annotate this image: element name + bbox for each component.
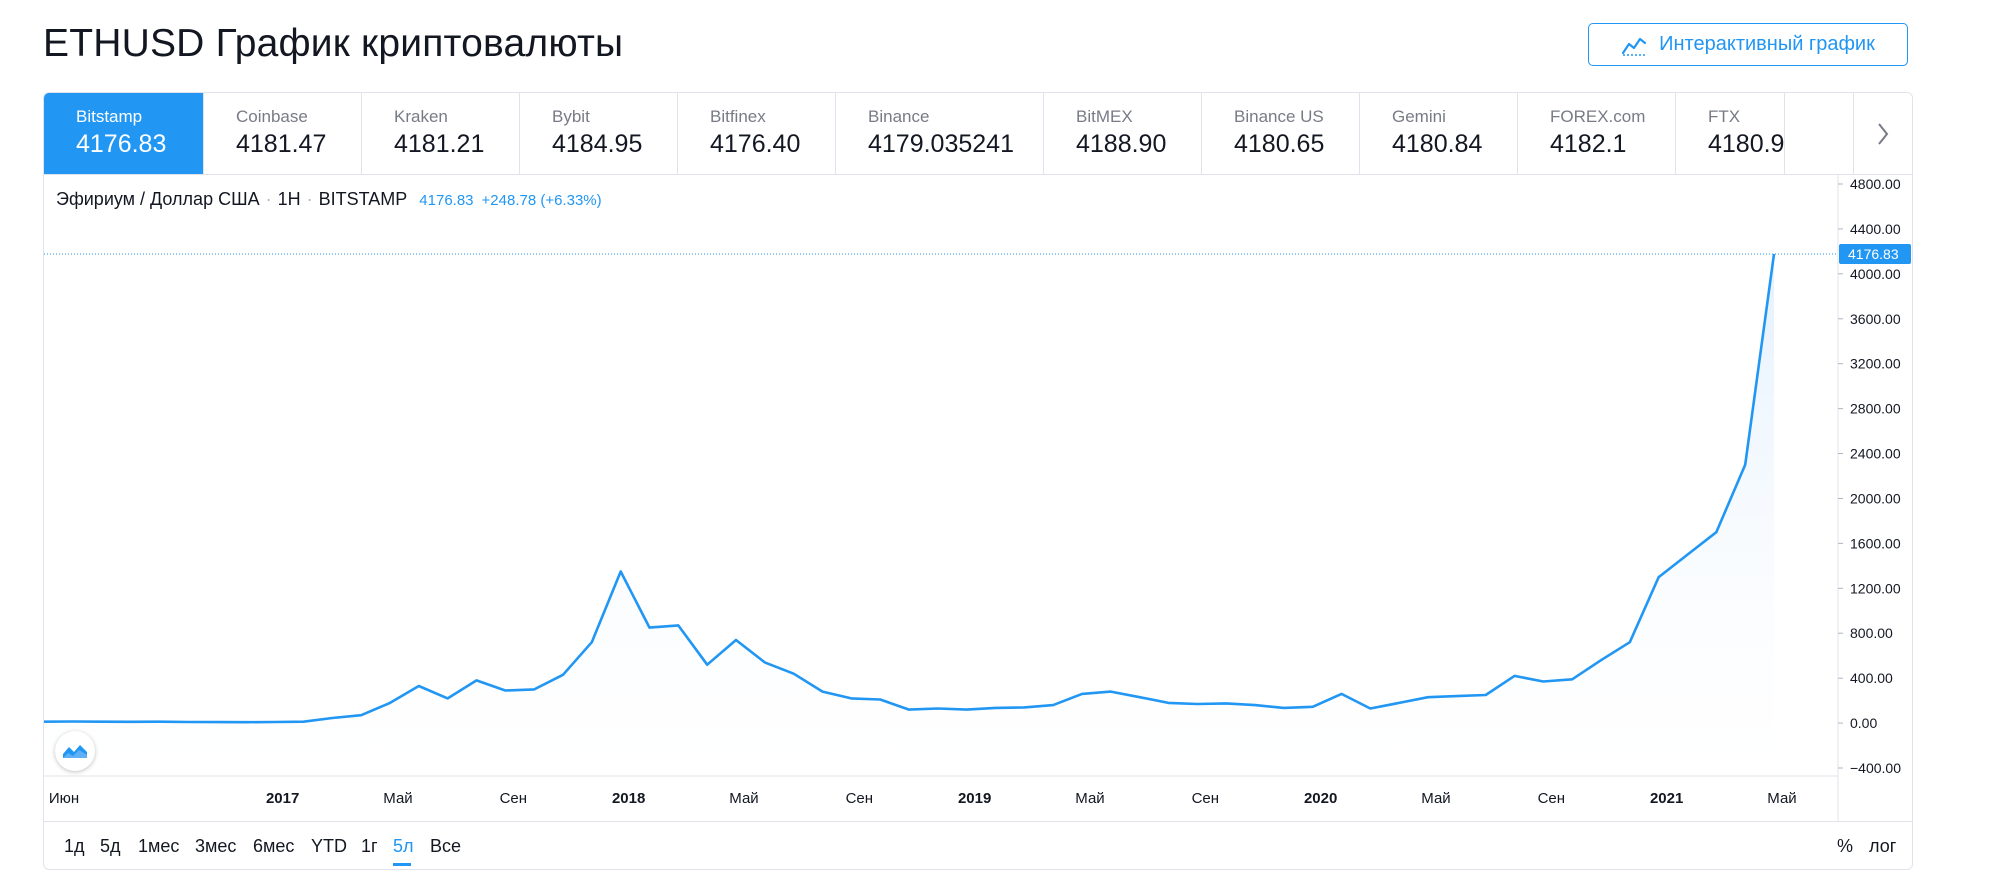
tradingview-logo-badge[interactable] xyxy=(55,731,95,771)
time-axis-label: 2018 xyxy=(612,790,645,807)
last-price-label: 4176.83 xyxy=(1848,246,1899,262)
legend-separator: · xyxy=(265,189,272,209)
price-axis-label: 2000.00 xyxy=(1850,490,1901,506)
price-axis-label: −400.00 xyxy=(1850,760,1901,776)
exchange-name: BitMEX xyxy=(1076,107,1133,126)
range-button-6[interactable]: 1г xyxy=(361,836,378,856)
exchange-name: Kraken xyxy=(394,107,448,126)
page-title: ETHUSD График криптовалюты xyxy=(43,22,624,65)
price-axis-label: 4800.00 xyxy=(1850,176,1901,192)
chevron-right-icon xyxy=(1878,122,1889,145)
percent-scale-toggle[interactable]: % xyxy=(1837,836,1854,856)
exchange-tab-ftx[interactable]: FTX 4180.9 xyxy=(1676,93,1785,174)
exchange-price: 4182.1 xyxy=(1550,130,1627,158)
interactive-chart-label: Интерактивный график xyxy=(1659,33,1875,55)
exchange-tab-kraken[interactable]: Kraken 4181.21 xyxy=(362,93,520,174)
exchange-name: Bitstamp xyxy=(76,107,143,126)
exchange-name: FOREX.com xyxy=(1550,107,1646,126)
time-axis-label: Июн xyxy=(49,790,79,807)
exchange-price: 4184.95 xyxy=(552,130,643,158)
exchange-tabs: Bitstamp 4176.83 Coinbase 4181.47 Kraken 4181… xyxy=(44,93,1912,175)
exchange-price: 4180.84 xyxy=(1392,130,1483,158)
time-axis-label: Сен xyxy=(846,790,873,807)
time-axis-label: 2017 xyxy=(266,790,299,807)
range-button-3[interactable]: 3мес xyxy=(195,836,237,856)
range-button-5[interactable]: YTD xyxy=(311,836,347,856)
legend-exchange: BITSTAMP xyxy=(318,189,408,209)
price-line[interactable] xyxy=(44,253,1776,724)
interactive-chart-button[interactable]: Интерактивный график xyxy=(1588,23,1908,66)
exchange-tab-bitstamp[interactable]: Bitstamp 4176.83 xyxy=(44,93,204,174)
price-axis-label: 3600.00 xyxy=(1850,311,1901,327)
legend-change: +248.78 (+6.33%) xyxy=(481,192,602,209)
time-axis-label: 2021 xyxy=(1650,790,1683,807)
range-button-4[interactable]: 6мес xyxy=(253,836,295,856)
exchange-name: FTX xyxy=(1708,107,1741,126)
exchange-price: 4180.65 xyxy=(1234,130,1325,158)
price-chart[interactable]: 4800.00 4400.00 4000.00 3600.00 3200.00 2800.… xyxy=(44,93,1913,821)
range-button-7[interactable]: 5л xyxy=(393,836,414,856)
exchange-price: 4181.47 xyxy=(236,130,327,158)
exchange-name: Bybit xyxy=(552,107,590,126)
exchange-price: 4180.9 xyxy=(1708,130,1785,158)
exchange-tab-forex-com[interactable]: FOREX.com 4182.1 xyxy=(1518,93,1676,174)
range-button-1[interactable]: 5д xyxy=(100,836,121,856)
price-axis-label: 2800.00 xyxy=(1850,401,1901,417)
time-axis-label: Сен xyxy=(500,790,527,807)
price-axis-label: 4400.00 xyxy=(1850,221,1901,237)
price-axis-label: 0.00 xyxy=(1850,715,1877,731)
price-axis-label: 1600.00 xyxy=(1850,535,1901,551)
range-button-0[interactable]: 1д xyxy=(64,836,85,856)
exchange-name: Gemini xyxy=(1392,107,1446,126)
time-axis-label: Сен xyxy=(1538,790,1565,807)
price-axis-label: 1200.00 xyxy=(1850,580,1901,596)
legend-price: 4176.83 xyxy=(419,192,474,209)
price-axis-label: 3200.00 xyxy=(1850,356,1901,372)
price-axis-label: 2400.00 xyxy=(1850,446,1901,462)
time-axis-label: Май xyxy=(729,790,758,807)
price-area-fill xyxy=(44,254,1774,768)
exchange-tab-coinbase[interactable]: Coinbase 4181.47 xyxy=(204,93,362,174)
time-axis-label: Сен xyxy=(1192,790,1219,807)
exchange-price: 4176.83 xyxy=(76,130,167,158)
legend-separator: · xyxy=(306,189,313,209)
chart-widget: Bitstamp 4176.83 Coinbase 4181.47 Kraken 4181… xyxy=(43,92,1913,870)
time-axis-label: 2019 xyxy=(958,790,991,807)
exchange-tab-binance-us[interactable]: Binance US 4180.65 xyxy=(1202,93,1360,174)
exchange-price: 4181.21 xyxy=(394,130,485,158)
time-axis-label: Май xyxy=(1767,790,1796,807)
range-button-2[interactable]: 1мес xyxy=(138,836,180,856)
chart-line-icon xyxy=(1622,37,1647,56)
price-axis-label: 400.00 xyxy=(1850,670,1893,686)
exchange-price: 4188.90 xyxy=(1076,130,1167,158)
time-axis-label: Май xyxy=(383,790,412,807)
range-button-8[interactable]: Все xyxy=(430,836,462,856)
time-axis-label: Май xyxy=(1075,790,1104,807)
price-axis-label: 4000.00 xyxy=(1850,266,1901,282)
chart-legend: Эфириум / Доллар США · 1Н · BITSTAMP 417… xyxy=(56,189,602,210)
time-axis-label: Май xyxy=(1421,790,1450,807)
log-scale-toggle[interactable]: лог xyxy=(1869,836,1897,856)
exchange-tab-bitmex[interactable]: BitMEX 4188.90 xyxy=(1044,93,1202,174)
exchange-tab-binance[interactable]: Binance 4179.035241 xyxy=(836,93,1044,174)
active-range-underline xyxy=(393,863,411,866)
legend-symbol: Эфириум / Доллар США xyxy=(56,189,260,209)
exchange-name: Bitfinex xyxy=(710,107,766,126)
time-axis-label: 2020 xyxy=(1304,790,1337,807)
range-toolbar: 1д 5д 1мес 3мес 6мес YTD 1г 5л Все% лог xyxy=(44,821,1912,869)
exchange-price: 4179.035241 xyxy=(868,130,1014,158)
exchange-tab-bybit[interactable]: Bybit 4184.95 xyxy=(520,93,678,174)
tabs-next-button[interactable] xyxy=(1853,93,1912,174)
last-price-badge xyxy=(1839,243,1911,264)
exchange-name: Coinbase xyxy=(236,107,308,126)
price-axis-label: 800.00 xyxy=(1850,625,1893,641)
exchange-tab-bitfinex[interactable]: Bitfinex 4176.40 xyxy=(678,93,836,174)
exchange-tab-gemini[interactable]: Gemini 4180.84 xyxy=(1360,93,1518,174)
exchange-price: 4176.40 xyxy=(710,130,801,158)
exchange-name: Binance US xyxy=(1234,107,1324,126)
tradingview-logo-icon xyxy=(63,745,87,758)
legend-interval: 1Н xyxy=(277,189,301,209)
exchange-name: Binance xyxy=(868,107,930,126)
